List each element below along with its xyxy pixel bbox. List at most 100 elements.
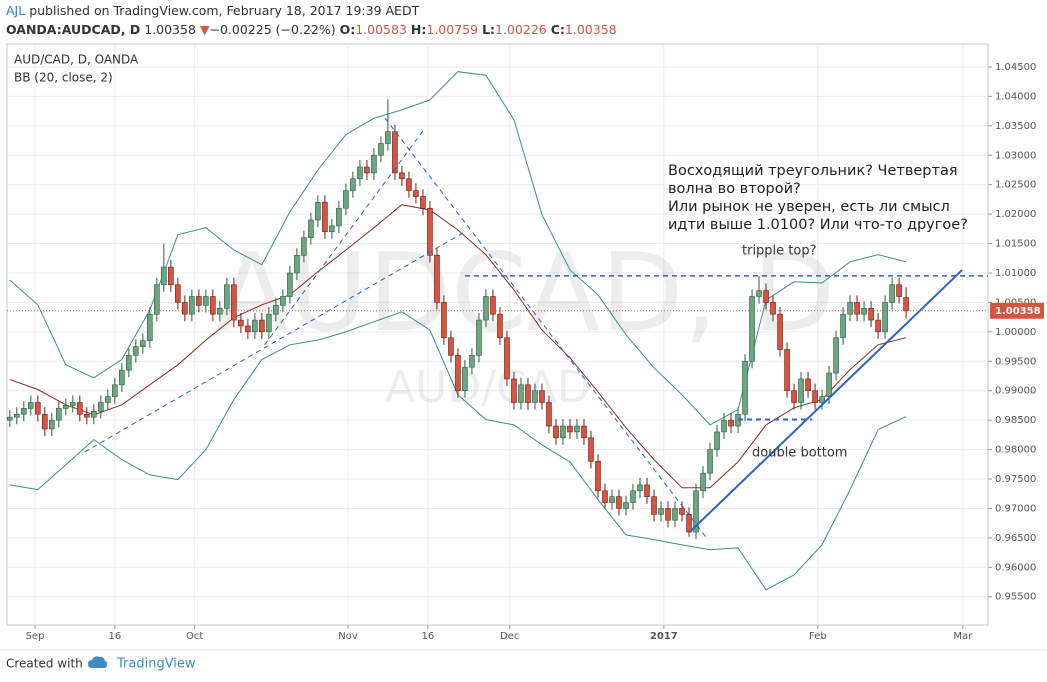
candle-body bbox=[182, 302, 188, 315]
h-label: H: bbox=[411, 22, 426, 37]
candle-body bbox=[287, 272, 293, 297]
o-label: O: bbox=[340, 22, 356, 37]
candle-body bbox=[84, 413, 90, 418]
chart-title: AUD/CAD, D, OANDA bbox=[14, 53, 139, 67]
candle-body bbox=[532, 390, 538, 403]
candle-body bbox=[868, 308, 874, 321]
y-tick-label: 1.01500 bbox=[995, 239, 1036, 250]
candle-body bbox=[658, 508, 664, 515]
candle-body bbox=[231, 284, 237, 321]
candle-body bbox=[420, 196, 426, 209]
candle-body bbox=[322, 202, 328, 233]
band-line bbox=[9, 204, 907, 489]
h-value: 1.00759 bbox=[426, 22, 478, 37]
candle-body bbox=[63, 405, 69, 409]
candle-body bbox=[476, 319, 482, 356]
candle-body bbox=[406, 178, 412, 191]
candle-body bbox=[238, 319, 244, 327]
note-top: tripple top? bbox=[742, 244, 817, 259]
candle-body bbox=[7, 416, 13, 421]
candle-body bbox=[294, 255, 300, 274]
candle-body bbox=[112, 384, 118, 397]
footer-brand[interactable]: TradingView bbox=[116, 657, 196, 672]
candle-body bbox=[903, 297, 909, 312]
candle-body bbox=[672, 508, 678, 521]
candle-body bbox=[252, 319, 258, 333]
y-tick-label: 1.02000 bbox=[995, 209, 1036, 220]
candle-body bbox=[140, 340, 146, 347]
candle-body bbox=[833, 337, 839, 374]
candle-body bbox=[539, 390, 545, 403]
candle-body bbox=[560, 425, 566, 439]
indicator-label[interactable]: BB (20, close, 2) bbox=[14, 71, 113, 85]
drawing-line bbox=[689, 269, 963, 533]
candle-body bbox=[168, 266, 174, 286]
candle-body bbox=[840, 313, 846, 339]
x-tick-label: Feb bbox=[809, 631, 827, 642]
candle-body bbox=[665, 508, 671, 521]
y-tick-label: 1.03000 bbox=[995, 150, 1036, 161]
candle-body bbox=[350, 178, 356, 191]
watermark-sub: AUD/CAD bbox=[385, 362, 591, 413]
candle-body bbox=[14, 413, 20, 418]
note-line: Или рынок не уверен, есть ли смысл bbox=[668, 199, 950, 215]
candle-body bbox=[441, 302, 447, 339]
candle-body bbox=[119, 369, 125, 386]
candle-body bbox=[21, 408, 27, 415]
candle-body bbox=[637, 484, 643, 492]
direction: ▼ bbox=[200, 22, 210, 37]
candle-body bbox=[525, 384, 531, 403]
l-value: 1.00226 bbox=[495, 22, 547, 37]
y-tick-label: 1.01000 bbox=[995, 268, 1036, 279]
candle-body bbox=[266, 313, 272, 333]
y-tick-label: 0.99500 bbox=[995, 356, 1036, 367]
y-tick-label: 1.04000 bbox=[995, 91, 1036, 102]
candle-body bbox=[889, 284, 895, 303]
candle-body bbox=[756, 290, 762, 297]
candle-body bbox=[469, 355, 475, 368]
candle-body bbox=[728, 419, 734, 427]
candle-body bbox=[434, 255, 440, 303]
candle-body bbox=[189, 296, 195, 315]
candle-body bbox=[126, 355, 132, 371]
candle-body bbox=[315, 202, 321, 221]
candle-body bbox=[448, 337, 454, 356]
x-tick-label: Dec bbox=[500, 631, 519, 642]
candle-body bbox=[301, 237, 307, 256]
o-value: 1.00583 bbox=[355, 22, 407, 37]
y-tick-label: 0.96000 bbox=[995, 562, 1036, 573]
note-bottom: double bottom bbox=[752, 446, 847, 461]
drawing-line bbox=[84, 231, 466, 453]
candle-body bbox=[595, 461, 601, 492]
candle-body bbox=[154, 284, 160, 315]
x-tick-label: 2017 bbox=[650, 631, 678, 642]
published: published on TradingView.com, February 1… bbox=[29, 3, 419, 18]
y-tick-label: 1.04500 bbox=[995, 62, 1036, 73]
candle-body bbox=[805, 378, 811, 392]
x-tick-label: 16 bbox=[421, 631, 434, 642]
author[interactable]: AJL bbox=[6, 3, 25, 18]
candle-body bbox=[854, 302, 860, 315]
candle-body bbox=[91, 411, 97, 418]
last-price-box bbox=[990, 302, 1044, 319]
drawing-line bbox=[384, 117, 709, 540]
footer-text: Created with bbox=[6, 657, 83, 671]
candle-body bbox=[28, 402, 34, 409]
candle-body bbox=[686, 514, 692, 533]
candle-body bbox=[399, 172, 405, 180]
candle-body bbox=[56, 408, 62, 421]
candle-body bbox=[553, 425, 559, 439]
candle-body bbox=[826, 372, 832, 397]
candle-body bbox=[623, 502, 629, 509]
candle-body bbox=[77, 402, 83, 415]
l-label: L: bbox=[482, 22, 495, 37]
y-tick-label: 1.00000 bbox=[995, 327, 1036, 338]
candle-body bbox=[245, 325, 251, 333]
candle-body bbox=[609, 496, 615, 503]
last-price-label: 1.00358 bbox=[995, 306, 1041, 317]
candle-body bbox=[175, 284, 181, 303]
candle-body bbox=[763, 290, 769, 303]
y-tick-label: 0.96500 bbox=[995, 533, 1036, 544]
candle-body bbox=[784, 349, 790, 392]
